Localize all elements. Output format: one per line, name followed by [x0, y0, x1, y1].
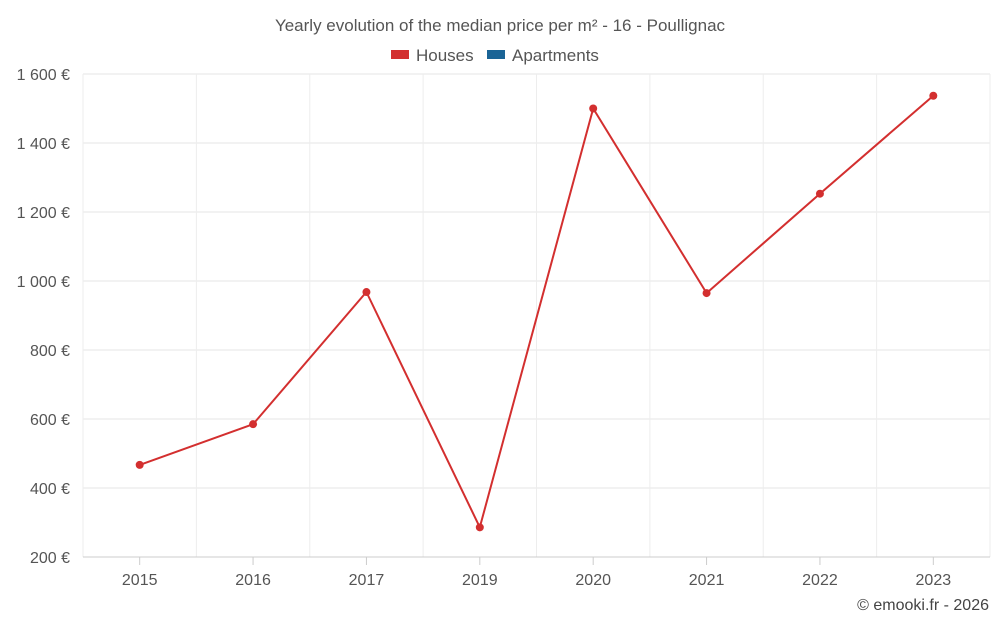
data-point-houses-2021[interactable]	[702, 289, 711, 298]
data-point-houses-2023[interactable]	[929, 91, 938, 100]
x-tick-label: 2020	[575, 572, 611, 589]
credit-text: © emooki.fr - 2026	[857, 597, 989, 614]
y-tick-label: 1 400 €	[17, 136, 70, 153]
x-tick-label: 2021	[689, 572, 725, 589]
x-axis: 2015 2016 2017 2019 2020 2021 2022 2023	[83, 556, 990, 589]
x-tick-label: 2015	[122, 572, 158, 589]
legend-swatch-apartments	[487, 50, 505, 59]
legend-swatch-houses	[391, 50, 409, 59]
x-tick-label: 2016	[235, 572, 271, 589]
data-point-houses-2022[interactable]	[815, 189, 824, 198]
data-point-houses-2017[interactable]	[362, 288, 371, 297]
x-tick-label: 2019	[462, 572, 498, 589]
y-tick-label: 200 €	[30, 550, 70, 567]
legend-label-apartments[interactable]: Apartments	[512, 46, 599, 65]
y-tick-label: 1 000 €	[17, 274, 70, 291]
x-tick-label: 2017	[349, 572, 385, 589]
y-axis: 200 € 400 € 600 € 800 € 1 000 € 1 200 € 1 400 …	[17, 67, 70, 567]
series-line-houses	[139, 94, 934, 529]
y-tick-label: 1 200 €	[17, 205, 70, 222]
y-tick-label: 800 €	[30, 343, 70, 360]
data-point-houses-2020[interactable]	[589, 104, 598, 113]
series-houses	[135, 91, 938, 532]
legend-label-houses[interactable]: Houses	[416, 46, 474, 65]
legend: Houses Apartments	[391, 46, 599, 65]
x-tick-label: 2022	[802, 572, 838, 589]
data-point-houses-2016[interactable]	[249, 420, 258, 429]
y-tick-label: 400 €	[30, 481, 70, 498]
data-point-houses-2015[interactable]	[135, 460, 144, 469]
y-tick-label: 1 600 €	[17, 67, 70, 84]
data-point-houses-2019[interactable]	[475, 523, 484, 532]
y-tick-label: 600 €	[30, 412, 70, 429]
chart-title: Yearly evolution of the median price per…	[275, 16, 726, 35]
x-tick-label: 2023	[916, 572, 952, 589]
